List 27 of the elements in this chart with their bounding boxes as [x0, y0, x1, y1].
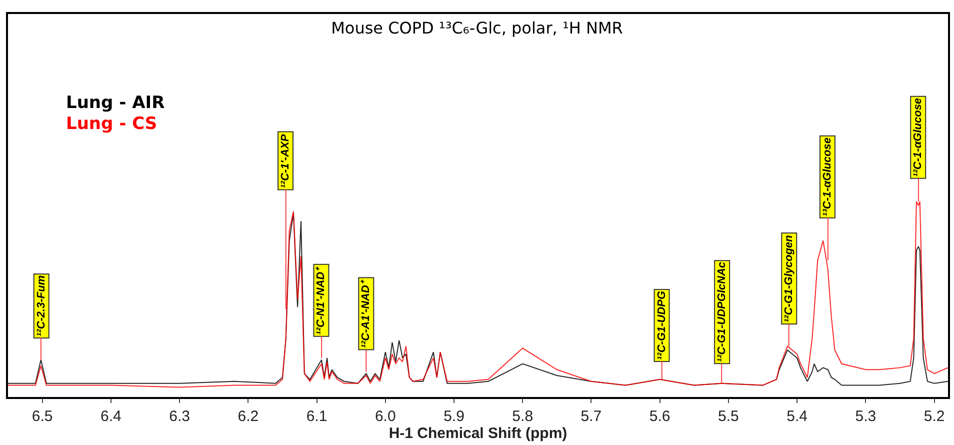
- annotation: ¹²C-G1-Glycogen: [783, 234, 796, 323]
- x-tick-label: 5.7: [580, 408, 602, 425]
- x-tick-label: 6.4: [100, 408, 122, 425]
- annotation: ¹²C-2.3-Fum: [35, 275, 48, 336]
- annotation: ¹³C-1-αGlucose: [821, 137, 834, 216]
- text: Lung - CS: [66, 114, 158, 134]
- annotation: ¹²C-N1'-NAD⁺: [315, 266, 328, 335]
- x-tick-label: 5.5: [718, 408, 739, 425]
- text: Lung - AIR: [66, 93, 165, 113]
- annotation: ¹²C-A1'-NAD⁺: [360, 279, 372, 348]
- annotation: ¹²C-G1-UDPGlcNAc: [716, 262, 728, 362]
- x-tick-label: 5.4: [786, 408, 808, 425]
- x-tick-label: 5.8: [512, 408, 534, 425]
- x-axis-title: H-1 Chemical Shift (ppm): [388, 424, 568, 442]
- x-tick-label: 6.5: [32, 408, 53, 425]
- x-tick-label: 5.9: [444, 408, 464, 425]
- annotation: ¹²C-G1-UDPG: [656, 290, 668, 360]
- x-tick-label: 5.2: [924, 408, 945, 425]
- annotation: ¹²C-1'-AXP: [280, 134, 292, 188]
- x-tick-label: 6.0: [374, 408, 396, 425]
- x-tick-label: 5.3: [855, 408, 876, 425]
- x-tick-label: 5.6: [649, 408, 670, 425]
- chart-title: Mouse COPD ¹³C₆-Glc, polar, ¹H NMR: [331, 18, 623, 38]
- x-tick-label: 6.3: [169, 408, 190, 425]
- annotation: ¹²C-1-αGlucose: [912, 98, 924, 177]
- x-tick-label: 6.1: [306, 408, 328, 425]
- x-tick-label: 6.2: [238, 408, 259, 425]
